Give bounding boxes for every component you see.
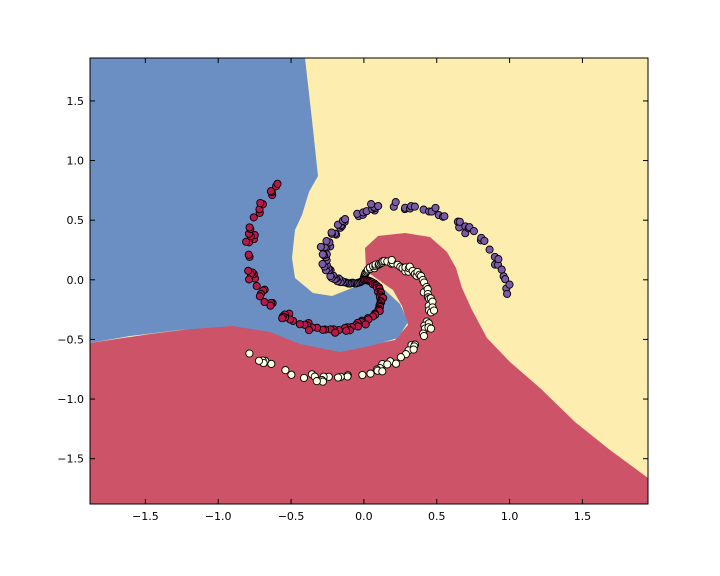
data-point-class-1 [440,212,449,221]
data-point-class-1 [367,200,376,209]
data-point-class-0 [426,324,436,333]
data-point-class-1 [318,259,327,269]
data-point-class-1 [318,250,327,259]
data-point-class-0 [312,377,321,386]
data-point-class-1 [374,201,383,211]
data-point-class-2 [260,297,269,307]
data-point-class-2 [249,213,258,222]
data-point-class-0 [358,370,367,380]
data-point-class-1 [410,202,419,211]
data-point-class-1 [455,217,464,226]
y-tick-label: −0.5 [57,333,84,346]
data-point-class-2 [361,320,370,329]
x-tick-label: −1.5 [132,510,159,523]
y-tick-label: 1.5 [67,95,85,108]
data-point-class-0 [396,353,405,362]
x-tick-label: 1.0 [501,510,519,523]
data-point-class-0 [334,373,343,382]
data-point-class-1 [501,275,510,284]
data-point-class-1 [431,203,440,212]
data-point-class-2 [266,187,275,196]
data-point-class-0 [366,369,375,378]
data-point-class-1 [316,242,325,251]
data-point-class-2 [342,326,351,335]
x-tick-label: −1.0 [205,510,232,523]
data-point-class-2 [278,314,287,323]
data-point-class-1 [480,236,489,245]
data-point-class-0 [383,360,392,369]
data-point-class-2 [244,250,253,259]
data-point-class-0 [387,255,396,265]
y-tick-label: −1.5 [57,453,84,466]
data-point-class-0 [419,331,429,341]
region-class-1 [90,58,408,352]
data-point-class-1 [497,265,506,274]
data-point-class-2 [266,301,275,310]
data-point-class-2 [256,198,265,208]
data-point-class-1 [503,289,512,298]
data-point-class-2 [245,223,254,232]
x-tick-label: 1.5 [574,510,592,523]
data-point-class-1 [327,228,336,237]
region-class-2 [90,233,648,504]
y-tick-label: 0.5 [67,214,85,227]
data-point-class-0 [429,306,439,315]
y-axis: 1.5 1.0 0.5 0.0 −0.5 −1.0 −1.5 [57,95,648,466]
data-point-class-0 [281,366,290,375]
data-point-class-0 [343,372,352,381]
data-point-class-1 [341,215,350,224]
x-axis: −1.5 −1.0 −0.5 0.0 0.5 1.0 1.5 [132,58,591,523]
data-point-class-1 [494,255,503,264]
x-tick-label: −0.5 [278,510,305,523]
y-tick-label: 1.0 [67,155,85,168]
data-point-class-1 [505,280,514,289]
x-tick-label: 0.5 [428,510,446,523]
data-point-class-0 [287,370,296,379]
x-tick-label: 0.0 [355,510,373,523]
data-point-class-2 [295,320,304,329]
data-point-class-1 [322,237,331,246]
data-point-class-0 [391,359,401,368]
data-point-class-2 [245,275,254,284]
data-point-class-1 [391,198,400,207]
y-tick-label: −1.0 [57,393,84,406]
data-point-class-0 [245,349,254,358]
data-point-class-2 [252,281,261,291]
data-point-class-0 [254,356,264,365]
data-point-class-0 [299,373,309,382]
data-point-class-1 [485,245,494,254]
data-point-class-2 [273,179,282,188]
data-point-class-2 [331,328,340,337]
plot-frame [89,57,649,505]
data-point-class-2 [244,266,253,275]
y-tick-label: 0.0 [67,274,85,287]
data-point-class-1 [469,227,478,236]
data-point-class-2 [304,326,314,335]
data-point-class-0 [378,367,387,376]
data-point-class-0 [409,345,418,354]
data-point-class-2 [242,237,251,246]
data-points [242,179,514,386]
data-point-class-2 [255,292,264,301]
